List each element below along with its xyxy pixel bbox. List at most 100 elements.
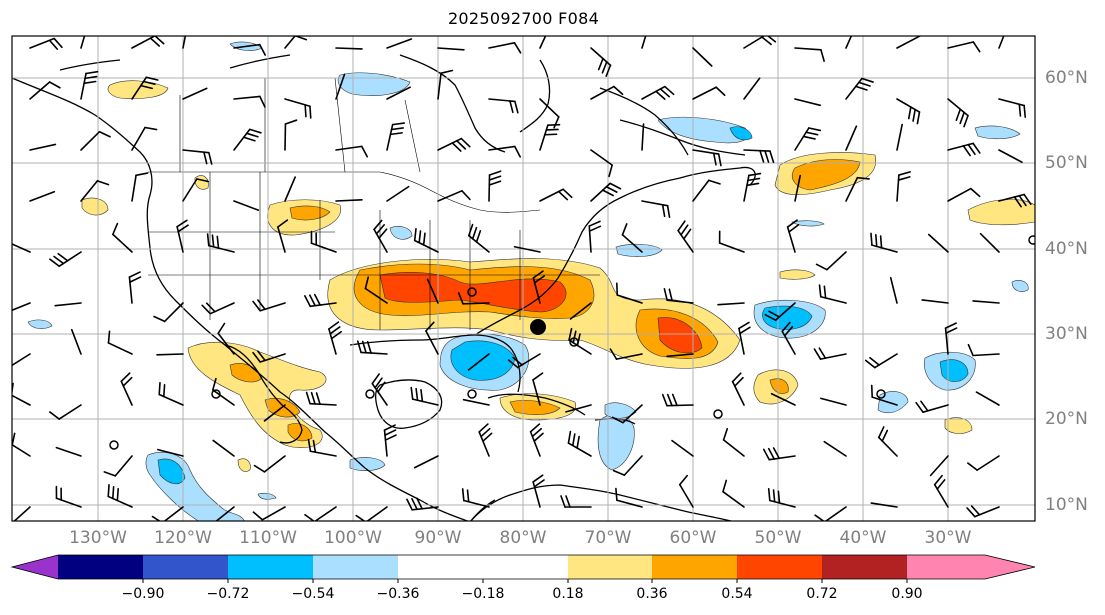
wind-barb-flag (304, 104, 307, 118)
wind-barb (131, 174, 137, 202)
wind-barb (889, 276, 898, 304)
colorbar-segment-5 (398, 555, 568, 579)
wind-barb-flag (513, 41, 522, 54)
wind-barb-flag (7, 381, 9, 393)
negative-anomaly-shading (27, 41, 1029, 521)
wind-barb (437, 72, 442, 100)
wind-barb-flag (970, 187, 981, 198)
wind-barb (824, 506, 847, 521)
wind-barb-flag (378, 228, 388, 239)
wind-barb-flag (855, 85, 868, 91)
wind-barb-flag (664, 85, 675, 96)
wind-barb-flag (609, 182, 622, 190)
wind-barb-flag (786, 219, 798, 228)
wind-barb-flag (355, 514, 366, 521)
wind-barb-flag (140, 84, 153, 90)
wind-barb-flag (307, 438, 312, 453)
wind-barb-flag (768, 310, 781, 318)
colorbar-tick-label: 0.18 (552, 586, 584, 602)
wind-barb-flag (881, 429, 889, 442)
wind-barb (212, 389, 235, 406)
wind-barb-flag (151, 515, 161, 521)
wind-barb-flag (107, 330, 111, 344)
wind-barb-flag (384, 429, 397, 436)
wind-barb-flag (85, 70, 99, 75)
wind-barb-flag (98, 130, 111, 138)
wind-barb-flag (560, 495, 566, 508)
wind-barb (621, 234, 643, 253)
wind-barb-flag (277, 219, 289, 228)
wind-barb (870, 502, 898, 508)
wind-barb-flag (547, 123, 561, 127)
wind-barb-flag (781, 321, 791, 333)
wind-barb-flag (802, 135, 816, 140)
political-boundaries (12, 77, 600, 330)
wind-barb (743, 77, 761, 100)
wind-barb-flag (245, 132, 259, 138)
wind-barb (80, 130, 101, 151)
wind-barb-flag (572, 330, 577, 344)
colorbar-segment-3 (228, 555, 313, 579)
lat-label-50n: 50°N (1045, 153, 1088, 173)
wind-barbs (0, 30, 1032, 521)
wind-barb-flag (53, 37, 63, 49)
wind-barb (929, 455, 949, 477)
wind-barb-flag (717, 153, 722, 167)
wind-barb-flag (1018, 103, 1022, 117)
wind-barb-flag (425, 321, 435, 332)
wind-barb (426, 278, 439, 304)
wind-barb-flag (406, 498, 413, 511)
wind-barb (107, 342, 133, 355)
wind-barb (182, 87, 208, 100)
wind-barb-flag (158, 382, 161, 396)
wind-barb (794, 98, 822, 107)
wind-barb-flag (972, 41, 981, 53)
wind-barb-flag (820, 49, 825, 62)
wind-barb-flag (457, 292, 464, 305)
wind-barb-flag (186, 30, 198, 32)
wind-barb (80, 180, 99, 202)
storm-center-marker (530, 319, 546, 335)
wind-barb-flag (613, 85, 624, 96)
wind-barb (182, 36, 187, 49)
wind-barb-flag (916, 111, 921, 125)
wind-barb-flag (257, 350, 266, 362)
wind-barb (12, 243, 31, 253)
wind-barb-flag (0, 361, 8, 368)
wind-barb (217, 332, 235, 355)
wind-barb-flag (284, 119, 298, 125)
wind-barb-flag (305, 391, 311, 405)
wind-barb (335, 199, 363, 202)
wind-barb (896, 36, 921, 49)
wind-barb-flag (678, 474, 688, 486)
wind-barb-flag (49, 258, 61, 268)
wind-barb-flag (112, 222, 119, 236)
wind-barb-flag (475, 230, 482, 243)
wind-barb (590, 149, 613, 166)
wind-barb-flag (415, 387, 419, 402)
wind-barb-flag (852, 33, 864, 34)
wind-barb-flag (668, 288, 673, 302)
wind-barb (314, 506, 337, 521)
wind-barb-flag (507, 359, 519, 369)
wind-barb-flag (936, 479, 946, 490)
wind-barb (54, 302, 82, 307)
wind-barb-flag (532, 372, 544, 381)
wind-barb-flag (722, 427, 729, 441)
wind-barb-flag (772, 489, 776, 503)
wind-barb-flag (488, 175, 502, 181)
wind-barb (12, 302, 31, 312)
wind-barb (717, 302, 745, 306)
wind-barb-flag (864, 359, 876, 369)
wind-barb-flag (858, 81, 871, 87)
wind-barb-flag (621, 223, 628, 236)
wind-barb-flag (177, 224, 189, 233)
wind-barb-flag (970, 505, 981, 516)
wind-barb-flag (377, 381, 386, 393)
wind-barb-flag (129, 276, 142, 283)
wind-barb (163, 302, 184, 323)
wind-barb (335, 73, 346, 100)
wind-barb (975, 391, 1000, 406)
wind-barb-flag (861, 77, 874, 83)
wind-barb-flag (588, 225, 602, 232)
